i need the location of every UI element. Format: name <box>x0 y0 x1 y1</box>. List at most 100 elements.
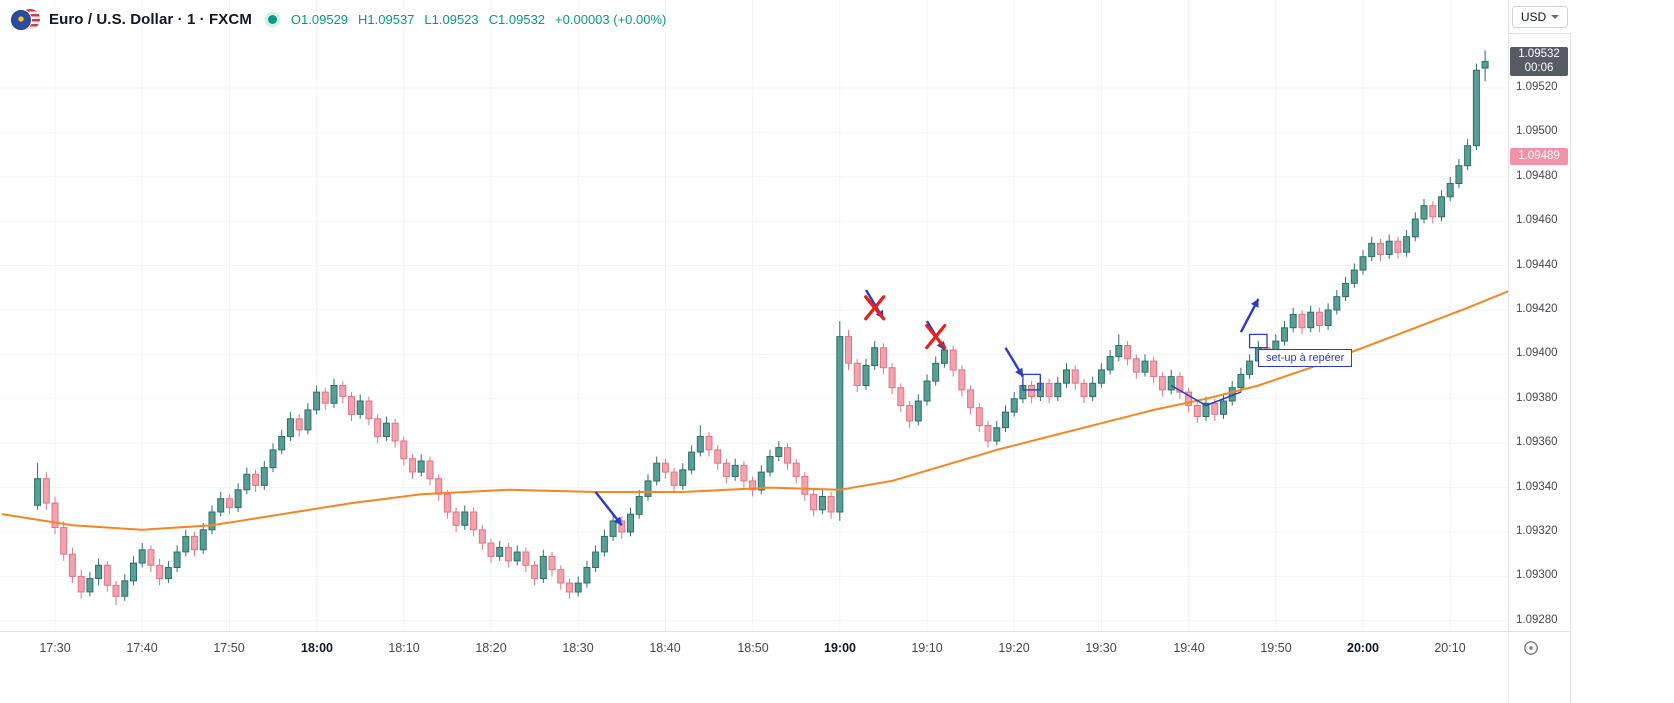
candle-body <box>1394 240 1402 253</box>
candle-body <box>766 456 774 473</box>
candle-body <box>1097 369 1105 384</box>
candles-layer[interactable] <box>34 50 1489 606</box>
price-tick-label: 1.09320 <box>1516 525 1558 537</box>
candle-body <box>461 511 469 526</box>
zigzag-drawing <box>1170 384 1242 407</box>
price-chart-canvas[interactable] <box>0 0 1508 631</box>
price-axis[interactable]: USD 1.09532 00:06 1.09489 1.09520 1.09500… <box>1508 0 1571 631</box>
candle-body <box>252 473 260 486</box>
candle-body <box>906 405 914 422</box>
candle-body <box>940 349 948 364</box>
candle-body <box>339 385 347 398</box>
candle-body <box>592 551 600 568</box>
candle-body <box>949 349 957 371</box>
candle-body <box>1324 309 1332 326</box>
candle-body <box>295 418 303 431</box>
candle-body <box>138 549 146 564</box>
candle-body <box>1298 313 1306 329</box>
candle-body <box>1080 382 1088 398</box>
candle-body <box>1289 313 1297 329</box>
candle-body <box>199 529 207 551</box>
candle-body <box>1220 400 1227 415</box>
symbol-title[interactable]: Euro / U.S. Dollar · 1 · FXCM <box>49 10 252 28</box>
candle-body <box>478 529 486 544</box>
moving-average-line[interactable] <box>1 290 1508 531</box>
candle-body <box>522 551 530 566</box>
candle-body <box>993 427 1001 442</box>
time-axis-label: 18:10 <box>388 641 420 655</box>
candle-body <box>705 436 713 451</box>
candle-body <box>217 498 225 513</box>
eur-flag-icon <box>10 9 32 31</box>
candle-body <box>95 564 103 580</box>
candle-body <box>260 467 268 486</box>
candle-body <box>1150 360 1158 378</box>
time-axis-label: 18:50 <box>737 641 769 655</box>
last-price-value: 1.09532 <box>1518 48 1560 60</box>
crosshair-target-icon[interactable] <box>1522 639 1540 660</box>
candle-body <box>391 422 399 442</box>
candle-body <box>1124 345 1132 360</box>
time-axis[interactable]: 17:30 17:40 17:50 18:00 18:10 18:20 18:30 18:40… <box>0 631 1570 703</box>
candle-body <box>173 551 181 568</box>
candle-body <box>164 567 172 580</box>
price-tick-label: 1.09500 <box>1516 125 1558 137</box>
setup-rect-drawing <box>1022 373 1041 391</box>
price-axis-header: USD <box>1509 0 1571 34</box>
candle-body <box>1420 205 1428 220</box>
candle-body <box>1202 402 1210 418</box>
time-axis-label: 18:40 <box>649 641 681 655</box>
candle-body <box>810 493 818 511</box>
right-side-panel <box>1570 0 1674 703</box>
candle-body <box>443 493 451 513</box>
candle-body <box>749 480 757 491</box>
candle-body <box>539 555 547 580</box>
candle-body <box>1315 311 1323 327</box>
symbol-logo-icon[interactable] <box>10 8 41 31</box>
candle-body <box>1350 269 1358 284</box>
candle-body <box>121 580 129 597</box>
candle-body <box>1010 398 1018 413</box>
drawings-layer[interactable] <box>594 289 1268 527</box>
candle-body <box>1411 218 1419 238</box>
candle-body <box>1237 373 1245 389</box>
candle-body <box>696 436 704 453</box>
x-mark-drawing <box>925 324 947 350</box>
currency-toggle-button[interactable]: USD <box>1511 5 1569 28</box>
candle-body <box>356 400 364 415</box>
candle-body <box>348 396 355 415</box>
price-tick-label: 1.09360 <box>1516 436 1558 448</box>
candle-body <box>923 380 931 402</box>
candle-body <box>618 520 626 533</box>
candle-body <box>871 347 879 367</box>
candle-body <box>740 464 748 482</box>
price-tick-label: 1.09440 <box>1516 259 1558 271</box>
candle-body <box>243 473 251 491</box>
candle-body <box>51 502 59 529</box>
candle-body <box>504 547 512 562</box>
ohlc-open: O1.09529 <box>290 11 349 27</box>
arrow-head <box>613 516 622 526</box>
candle-body <box>147 549 155 566</box>
candle-body <box>818 496 826 511</box>
candle-body <box>496 547 504 557</box>
candle-body <box>470 511 478 531</box>
candle-body <box>583 567 591 584</box>
setup-label-box[interactable]: set-up à repérer <box>1258 349 1353 367</box>
candle-body <box>984 424 992 442</box>
candle-body <box>975 407 983 427</box>
candle-body <box>1429 205 1437 218</box>
time-axis-label: 17:50 <box>213 641 245 655</box>
price-tick-label: 1.09400 <box>1516 347 1558 359</box>
candle-body <box>60 527 68 555</box>
candle-body <box>679 469 687 486</box>
candle-body <box>1028 385 1036 398</box>
candle-body <box>1333 296 1341 311</box>
time-axis-label: 19:40 <box>1173 641 1205 655</box>
arrow-head <box>1015 367 1023 377</box>
candle-body <box>574 582 582 593</box>
market-status-icon[interactable] <box>267 14 277 24</box>
price-tick-label: 1.09280 <box>1516 614 1558 626</box>
candle-body <box>77 575 85 593</box>
ohlc-high: H1.09537 <box>358 11 415 27</box>
